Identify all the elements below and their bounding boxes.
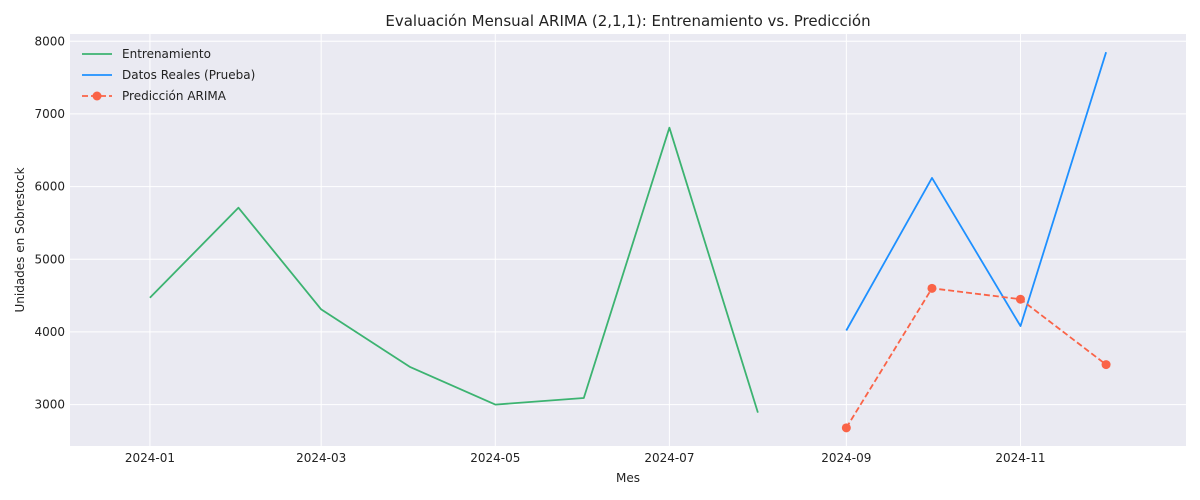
series-line [149, 126, 759, 413]
y-axis-label: Unidades en Sobrestock [13, 167, 27, 312]
x-tick-label: 2024-03 [296, 451, 346, 465]
x-tick-label: 2024-07 [644, 451, 694, 465]
x-axis-label: Mes [616, 471, 640, 485]
plot-area [70, 34, 1186, 446]
y-tick-label: 6000 [34, 180, 65, 194]
y-tick-label: 3000 [34, 398, 65, 412]
series-layer [149, 51, 1111, 433]
legend-marker [92, 91, 102, 101]
y-tick-label: 7000 [34, 107, 65, 121]
x-axis-ticks: 2024-01 2024-03 2024-05 2024-07 2024-09 2024-… [125, 451, 1046, 465]
data-point [841, 423, 851, 433]
x-tick-label: 2024-01 [125, 451, 175, 465]
y-tick-label: 4000 [34, 325, 65, 339]
x-tick-label: 2024-09 [821, 451, 871, 465]
chart-title: Evaluación Mensual ARIMA (2,1,1): Entren… [385, 12, 870, 30]
series-1 [845, 51, 1107, 331]
data-point [1101, 360, 1111, 370]
x-tick-label: 2024-11 [995, 451, 1045, 465]
legend-item: Predicción ARIMA [82, 89, 227, 103]
legend-label: Predicción ARIMA [122, 89, 227, 103]
x-tick-label: 2024-05 [470, 451, 520, 465]
series-0 [149, 126, 759, 413]
legend-item: Entrenamiento [82, 47, 211, 61]
y-axis-ticks: 3000 4000 5000 6000 7000 8000 [34, 34, 65, 411]
legend-label: Datos Reales (Prueba) [122, 68, 255, 82]
series-line [845, 51, 1107, 331]
data-point [927, 283, 937, 293]
legend-label: Entrenamiento [122, 47, 211, 61]
legend: Entrenamiento Datos Reales (Prueba) Predic… [82, 47, 255, 103]
y-tick-label: 8000 [34, 34, 65, 48]
series-2 [841, 283, 1111, 433]
y-tick-label: 5000 [34, 252, 65, 266]
data-point [1015, 294, 1025, 304]
series-line [845, 287, 1107, 429]
legend-item: Datos Reales (Prueba) [82, 68, 255, 82]
